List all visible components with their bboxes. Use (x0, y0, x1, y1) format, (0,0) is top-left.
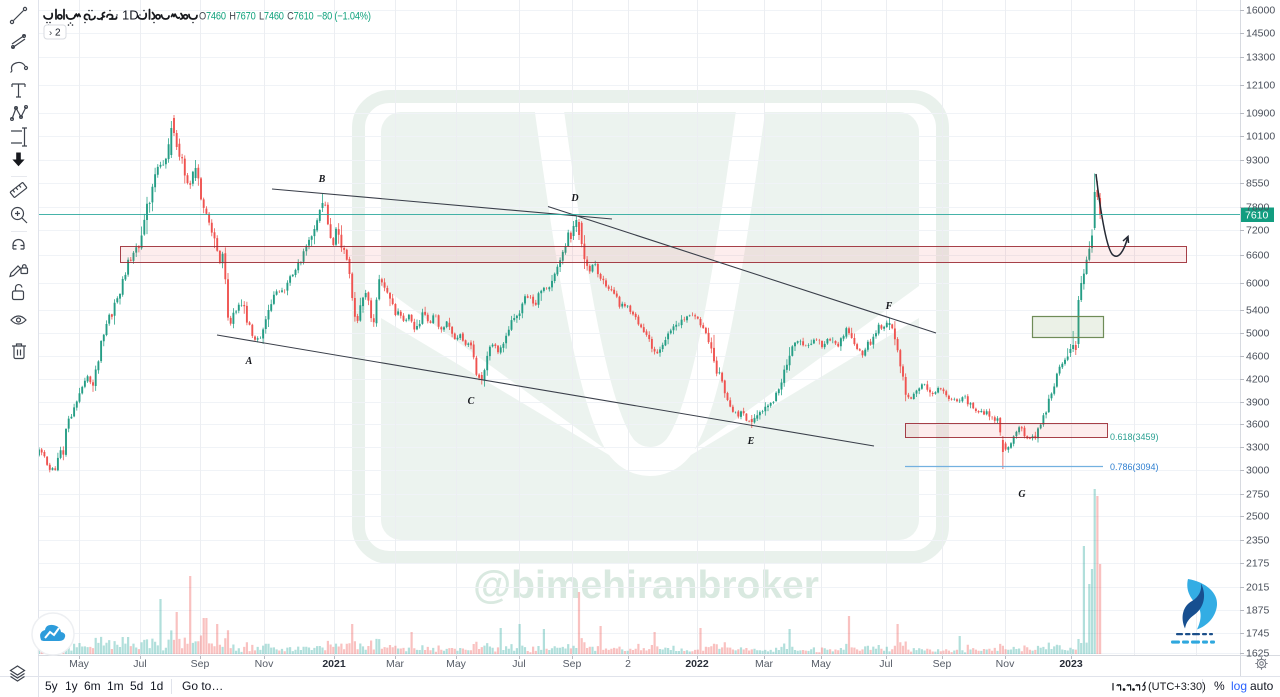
svg-text:2: 2 (55, 28, 61, 39)
svg-text:1D: 1D (122, 8, 139, 23)
svg-text:(UTC+3:30): (UTC+3:30) (1148, 681, 1206, 693)
svg-text:3900: 3900 (1246, 397, 1270, 409)
svg-text:2015: 2015 (1246, 582, 1270, 594)
svg-text:7800: 7800 (1246, 202, 1270, 214)
svg-text:1d: 1d (150, 679, 163, 693)
svg-text:1m: 1m (107, 679, 124, 693)
svg-text:D: D (570, 193, 578, 204)
svg-text:1y: 1y (65, 679, 78, 693)
svg-text:2: 2 (625, 658, 631, 670)
svg-text:Go to…: Go to… (182, 679, 223, 693)
svg-text:2350: 2350 (1246, 535, 1270, 547)
svg-text:6600: 6600 (1246, 250, 1270, 262)
svg-text:2750: 2750 (1246, 489, 1270, 501)
svg-text:May: May (446, 658, 467, 670)
svg-text:›: › (49, 28, 52, 39)
svg-text:8550: 8550 (1246, 178, 1270, 190)
svg-text:9300: 9300 (1246, 155, 1270, 167)
svg-text:2022: 2022 (685, 658, 709, 670)
svg-text:6000: 6000 (1246, 278, 1270, 290)
svg-text:2023: 2023 (1059, 658, 1083, 670)
svg-text:Mar: Mar (755, 658, 774, 670)
svg-text:Jul: Jul (879, 658, 892, 670)
svg-text:10900: 10900 (1246, 108, 1275, 120)
svg-text:5d: 5d (130, 679, 143, 693)
svg-text:3600: 3600 (1246, 419, 1270, 431)
svg-text:14500: 14500 (1246, 28, 1275, 40)
svg-text:auto: auto (1250, 679, 1274, 693)
svg-text:log: log (1231, 679, 1247, 693)
svg-text:A: A (245, 356, 253, 367)
svg-text:@bimehiranbroker: @bimehiranbroker (473, 564, 819, 607)
svg-text:Mar: Mar (386, 658, 405, 670)
svg-text:May: May (69, 658, 90, 670)
svg-text:10100: 10100 (1246, 131, 1275, 143)
svg-text:5y: 5y (45, 679, 58, 693)
svg-text:16000: 16000 (1246, 5, 1275, 17)
svg-text:12100: 12100 (1246, 80, 1275, 92)
svg-text:Sep: Sep (191, 658, 210, 670)
svg-text:Sep: Sep (563, 658, 582, 670)
svg-text:4600: 4600 (1246, 351, 1270, 363)
svg-text:3300: 3300 (1246, 442, 1270, 454)
svg-text:%: % (1214, 679, 1225, 693)
svg-text:5400: 5400 (1246, 305, 1270, 317)
svg-text:Nov: Nov (255, 658, 274, 670)
svg-text:7200: 7200 (1246, 225, 1270, 237)
svg-text:3000: 3000 (1246, 465, 1270, 477)
svg-text:2175: 2175 (1246, 558, 1270, 570)
svg-text:E: E (747, 436, 755, 447)
svg-text:2500: 2500 (1246, 511, 1270, 523)
svg-text:G: G (1018, 489, 1026, 500)
svg-text:13300: 13300 (1246, 52, 1275, 64)
svg-text:C: C (468, 396, 475, 407)
svg-text:2021: 2021 (322, 658, 346, 670)
svg-text:0.786(3094): 0.786(3094) (1110, 462, 1159, 472)
svg-text:4200: 4200 (1246, 374, 1270, 386)
svg-text:Sep: Sep (933, 658, 952, 670)
svg-text:1625: 1625 (1246, 648, 1270, 660)
svg-text:6m: 6m (84, 679, 101, 693)
svg-text:Jul: Jul (512, 658, 525, 670)
svg-text:1875: 1875 (1246, 605, 1270, 617)
svg-text:Jul: Jul (133, 658, 146, 670)
svg-text:B: B (318, 174, 326, 185)
svg-text:May: May (811, 658, 832, 670)
svg-text:5000: 5000 (1246, 328, 1270, 340)
svg-text:1745: 1745 (1246, 628, 1270, 640)
svg-text:F: F (885, 301, 893, 312)
svg-text:0.618(3459): 0.618(3459) (1110, 432, 1159, 442)
svg-text:7610: 7610 (1245, 210, 1269, 222)
svg-text:Nov: Nov (996, 658, 1015, 670)
